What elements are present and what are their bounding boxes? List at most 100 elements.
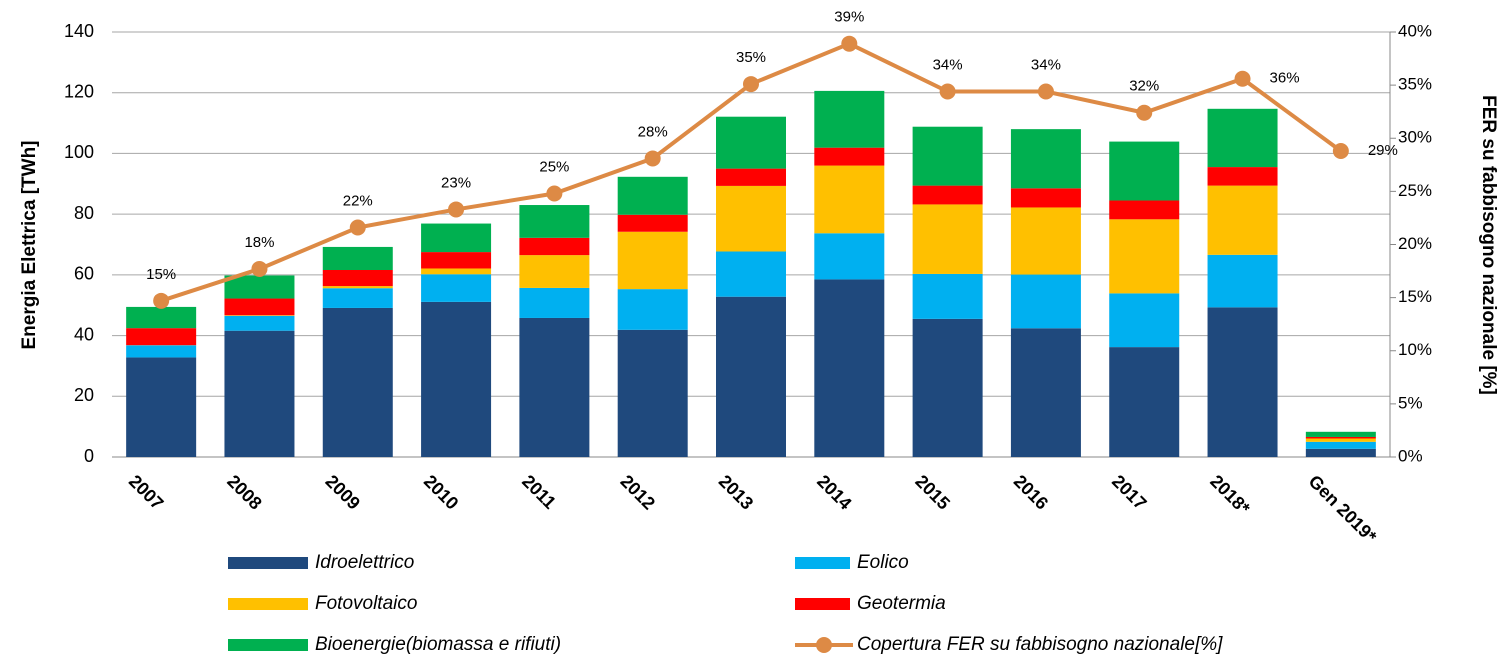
bar-segment	[716, 168, 786, 186]
line-marker	[1234, 70, 1251, 87]
bar-segment	[322, 307, 393, 457]
bar-segment	[1109, 141, 1180, 201]
y2-tick-label: 10%	[1398, 340, 1432, 359]
x-tick-label: 2014	[813, 471, 855, 513]
line-marker	[1136, 104, 1153, 121]
bar-segment	[224, 298, 295, 316]
bar-segment	[519, 237, 590, 256]
x-tick-label: 2007	[125, 471, 167, 513]
bar-segment	[519, 287, 590, 318]
bar-segment	[814, 147, 885, 166]
line-marker	[349, 219, 366, 236]
legend-label: Bioenergie(biomassa e rifiuti)	[315, 634, 561, 655]
bar-segment	[1207, 307, 1278, 457]
y2-tick-label: 20%	[1398, 234, 1432, 253]
bar-segment	[421, 301, 492, 457]
bar-segment	[224, 330, 295, 457]
bar-segment	[1010, 129, 1081, 189]
bar-segment	[224, 275, 295, 299]
x-tick-label: 2008	[223, 471, 265, 513]
bar-segment	[421, 274, 492, 302]
data-label: 34%	[1031, 56, 1061, 73]
legend-label: Idroelettrico	[315, 552, 414, 573]
y-tick-label: 100	[64, 142, 94, 162]
line-marker	[841, 35, 858, 52]
data-label: 35%	[736, 49, 766, 66]
data-label: 34%	[933, 56, 963, 73]
data-label: 29%	[1368, 142, 1398, 159]
bar-segment	[912, 318, 983, 457]
bar-segment	[716, 185, 786, 252]
bar-segment	[126, 328, 197, 346]
bar-segment	[421, 223, 492, 253]
bar-segment	[1207, 167, 1278, 186]
bar-segment	[1207, 254, 1278, 308]
data-label: 18%	[244, 234, 274, 251]
x-tick-label: 2013	[715, 471, 757, 513]
y-tick-label: 60	[74, 264, 94, 284]
bar-segment	[1109, 200, 1180, 220]
x-tick-label: 2010	[420, 471, 462, 513]
line-marker	[546, 185, 563, 202]
y-tick-label: 140	[64, 21, 94, 41]
bar-segment	[1109, 219, 1180, 294]
bar-segment	[126, 357, 197, 457]
bar-segment	[814, 233, 885, 280]
bar-segment	[519, 317, 590, 457]
data-label: 28%	[638, 123, 668, 140]
line-marker	[644, 150, 661, 167]
bar-segment	[1305, 431, 1376, 437]
bar-segment	[716, 251, 786, 297]
data-label: 15%	[146, 266, 176, 283]
bar-segment	[1305, 438, 1376, 442]
bar-segment	[716, 116, 786, 169]
bar-segment	[224, 315, 295, 331]
x-tick-label: 2012	[617, 471, 659, 513]
line-marker	[939, 83, 956, 100]
bar-segment	[617, 289, 688, 330]
bar-segment	[1010, 207, 1081, 275]
bar-segment	[617, 329, 688, 457]
legend-swatch	[795, 557, 850, 569]
y2-tick-label: 5%	[1398, 393, 1423, 412]
bar-segment	[322, 246, 393, 270]
x-tick-label: 2011	[518, 471, 560, 513]
line-marker	[1037, 83, 1054, 100]
x-tick-label: 2018*	[1206, 471, 1253, 518]
bar-segment	[1305, 436, 1376, 439]
legend-swatch	[228, 557, 308, 569]
data-label: 25%	[539, 158, 569, 175]
legend-label: Eolico	[857, 552, 909, 573]
bar-segment	[617, 176, 688, 215]
data-label: 22%	[343, 192, 373, 209]
bar-segment	[912, 273, 983, 319]
data-label: 36%	[1270, 70, 1300, 87]
x-tick-label: 2015	[911, 471, 953, 513]
bar-segment	[519, 205, 590, 238]
legend-label: Copertura FER su fabbisogno nazionale[%]	[857, 634, 1223, 655]
y-tick-label: 0	[84, 446, 94, 466]
y-tick-label: 120	[64, 81, 94, 101]
line-marker	[448, 201, 465, 218]
bar-segment	[1010, 188, 1081, 208]
line-marker	[743, 76, 759, 93]
data-label: 32%	[1129, 78, 1159, 95]
legend-label: Fotovoltaico	[315, 593, 417, 614]
bar-segment	[1109, 293, 1180, 348]
bar-segment	[912, 185, 983, 205]
bar-segment	[814, 279, 885, 457]
bar-segment	[421, 268, 492, 275]
y2-tick-label: 25%	[1398, 181, 1432, 200]
x-tick-label: 2017	[1108, 471, 1150, 513]
bar-segment	[224, 315, 295, 316]
y2-axis-label: FER su fabbisogno nazionale [%]	[1478, 95, 1499, 395]
bar-segment	[421, 252, 492, 269]
legend-label: Geotermia	[857, 593, 946, 614]
data-label: 39%	[834, 9, 864, 26]
y2-tick-label: 30%	[1398, 128, 1432, 147]
bar-segment	[617, 214, 688, 232]
y-tick-label: 20	[74, 385, 94, 405]
bar-segment	[814, 90, 885, 148]
bar-segment	[912, 126, 983, 186]
